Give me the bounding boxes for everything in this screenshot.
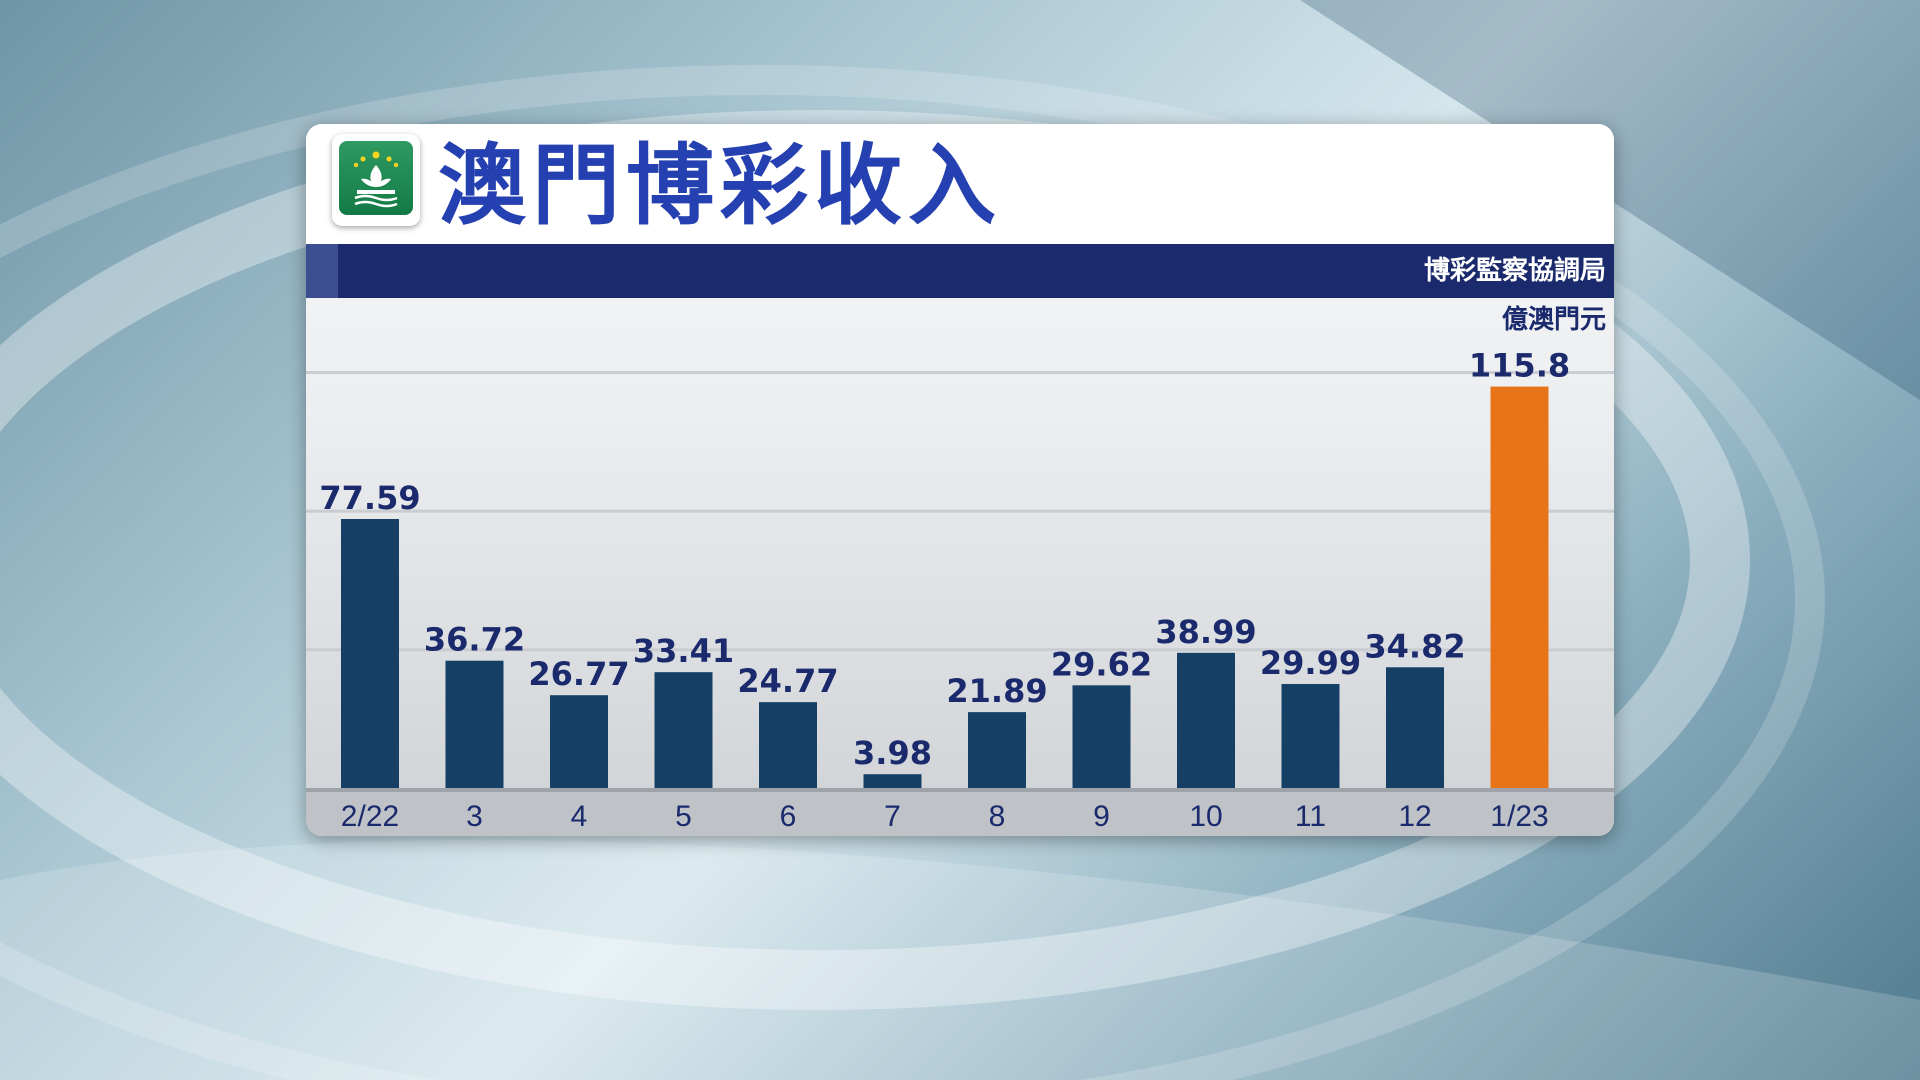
bar-4	[550, 695, 608, 788]
source-label: 博彩監察協調局	[1423, 256, 1606, 286]
gridline-2	[306, 371, 1614, 374]
x-tick-label: 3	[466, 800, 483, 833]
x-axis-line	[306, 788, 1614, 792]
chart-panel: 澳門博彩收入 博彩監察協調局 億澳門元 77.59 36.72 26.77 33.41…	[306, 124, 1614, 836]
bar-5	[654, 672, 713, 788]
gridline-0	[306, 648, 1614, 652]
title-band: 博彩監察協調局	[306, 244, 1614, 298]
data-label: 24.77	[737, 662, 838, 700]
chart-title: 澳門博彩收入	[438, 134, 1003, 237]
bar-1/23	[1490, 386, 1549, 788]
x-tick-label: 1/23	[1490, 800, 1548, 833]
data-label: 21.89	[946, 672, 1047, 710]
bar-9	[1072, 685, 1131, 788]
x-tick-label: 9	[1093, 800, 1110, 833]
gridline-1	[306, 509, 1614, 513]
data-label: 34.82	[1364, 627, 1465, 665]
data-label: 33.41	[633, 632, 734, 670]
data-label: 26.77	[528, 655, 629, 693]
x-tick-label: 11	[1295, 800, 1326, 833]
bar-6	[759, 702, 817, 788]
x-tick-label: 7	[884, 800, 901, 833]
x-tick-label: 4	[571, 800, 588, 833]
data-label: 29.62	[1051, 645, 1152, 683]
bar-11	[1281, 684, 1340, 788]
data-label: 38.99	[1155, 613, 1256, 651]
data-label: 36.72	[424, 621, 525, 659]
bar-chart: 77.5936.7226.7733.4124.773.9821.8929.623…	[306, 347, 1614, 836]
bar-7	[863, 774, 922, 788]
data-label: 77.59	[319, 479, 420, 517]
x-tick-label: 10	[1189, 800, 1222, 833]
bar-10	[1177, 652, 1235, 788]
x-tick-label: 8	[989, 800, 1006, 833]
x-tick-label: 6	[780, 800, 797, 833]
data-label: 29.99	[1260, 644, 1361, 682]
macau-emblem-icon	[332, 134, 420, 226]
unit-label: 億澳門元	[1501, 305, 1606, 335]
x-tick-label: 5	[675, 800, 692, 833]
header: 澳門博彩收入	[306, 124, 1614, 244]
x-tick-label: 2/22	[341, 800, 399, 833]
data-label: 3.98	[853, 734, 932, 772]
bar-8	[968, 712, 1026, 788]
bar-2/22	[341, 519, 399, 788]
x-tick-label: 12	[1398, 800, 1431, 833]
x-axis-band	[306, 792, 1614, 836]
bar-3	[445, 660, 504, 788]
data-label: 115.8	[1469, 347, 1570, 385]
bar-12	[1386, 667, 1444, 788]
